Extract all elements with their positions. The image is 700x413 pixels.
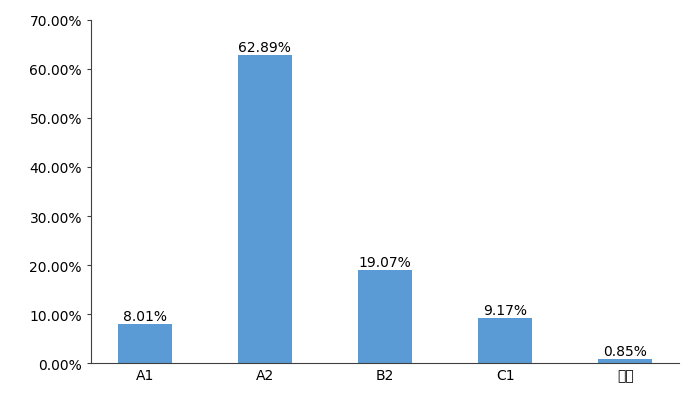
Text: 9.17%: 9.17% — [483, 304, 527, 318]
Bar — [118, 324, 172, 363]
Text: 0.85%: 0.85% — [603, 344, 648, 358]
Text: 8.01%: 8.01% — [122, 309, 167, 323]
Text: 62.89%: 62.89% — [239, 40, 291, 55]
Text: 19.07%: 19.07% — [358, 255, 412, 269]
Bar — [478, 318, 532, 363]
Bar — [358, 270, 412, 363]
Bar — [238, 55, 292, 363]
Bar — [598, 359, 652, 363]
